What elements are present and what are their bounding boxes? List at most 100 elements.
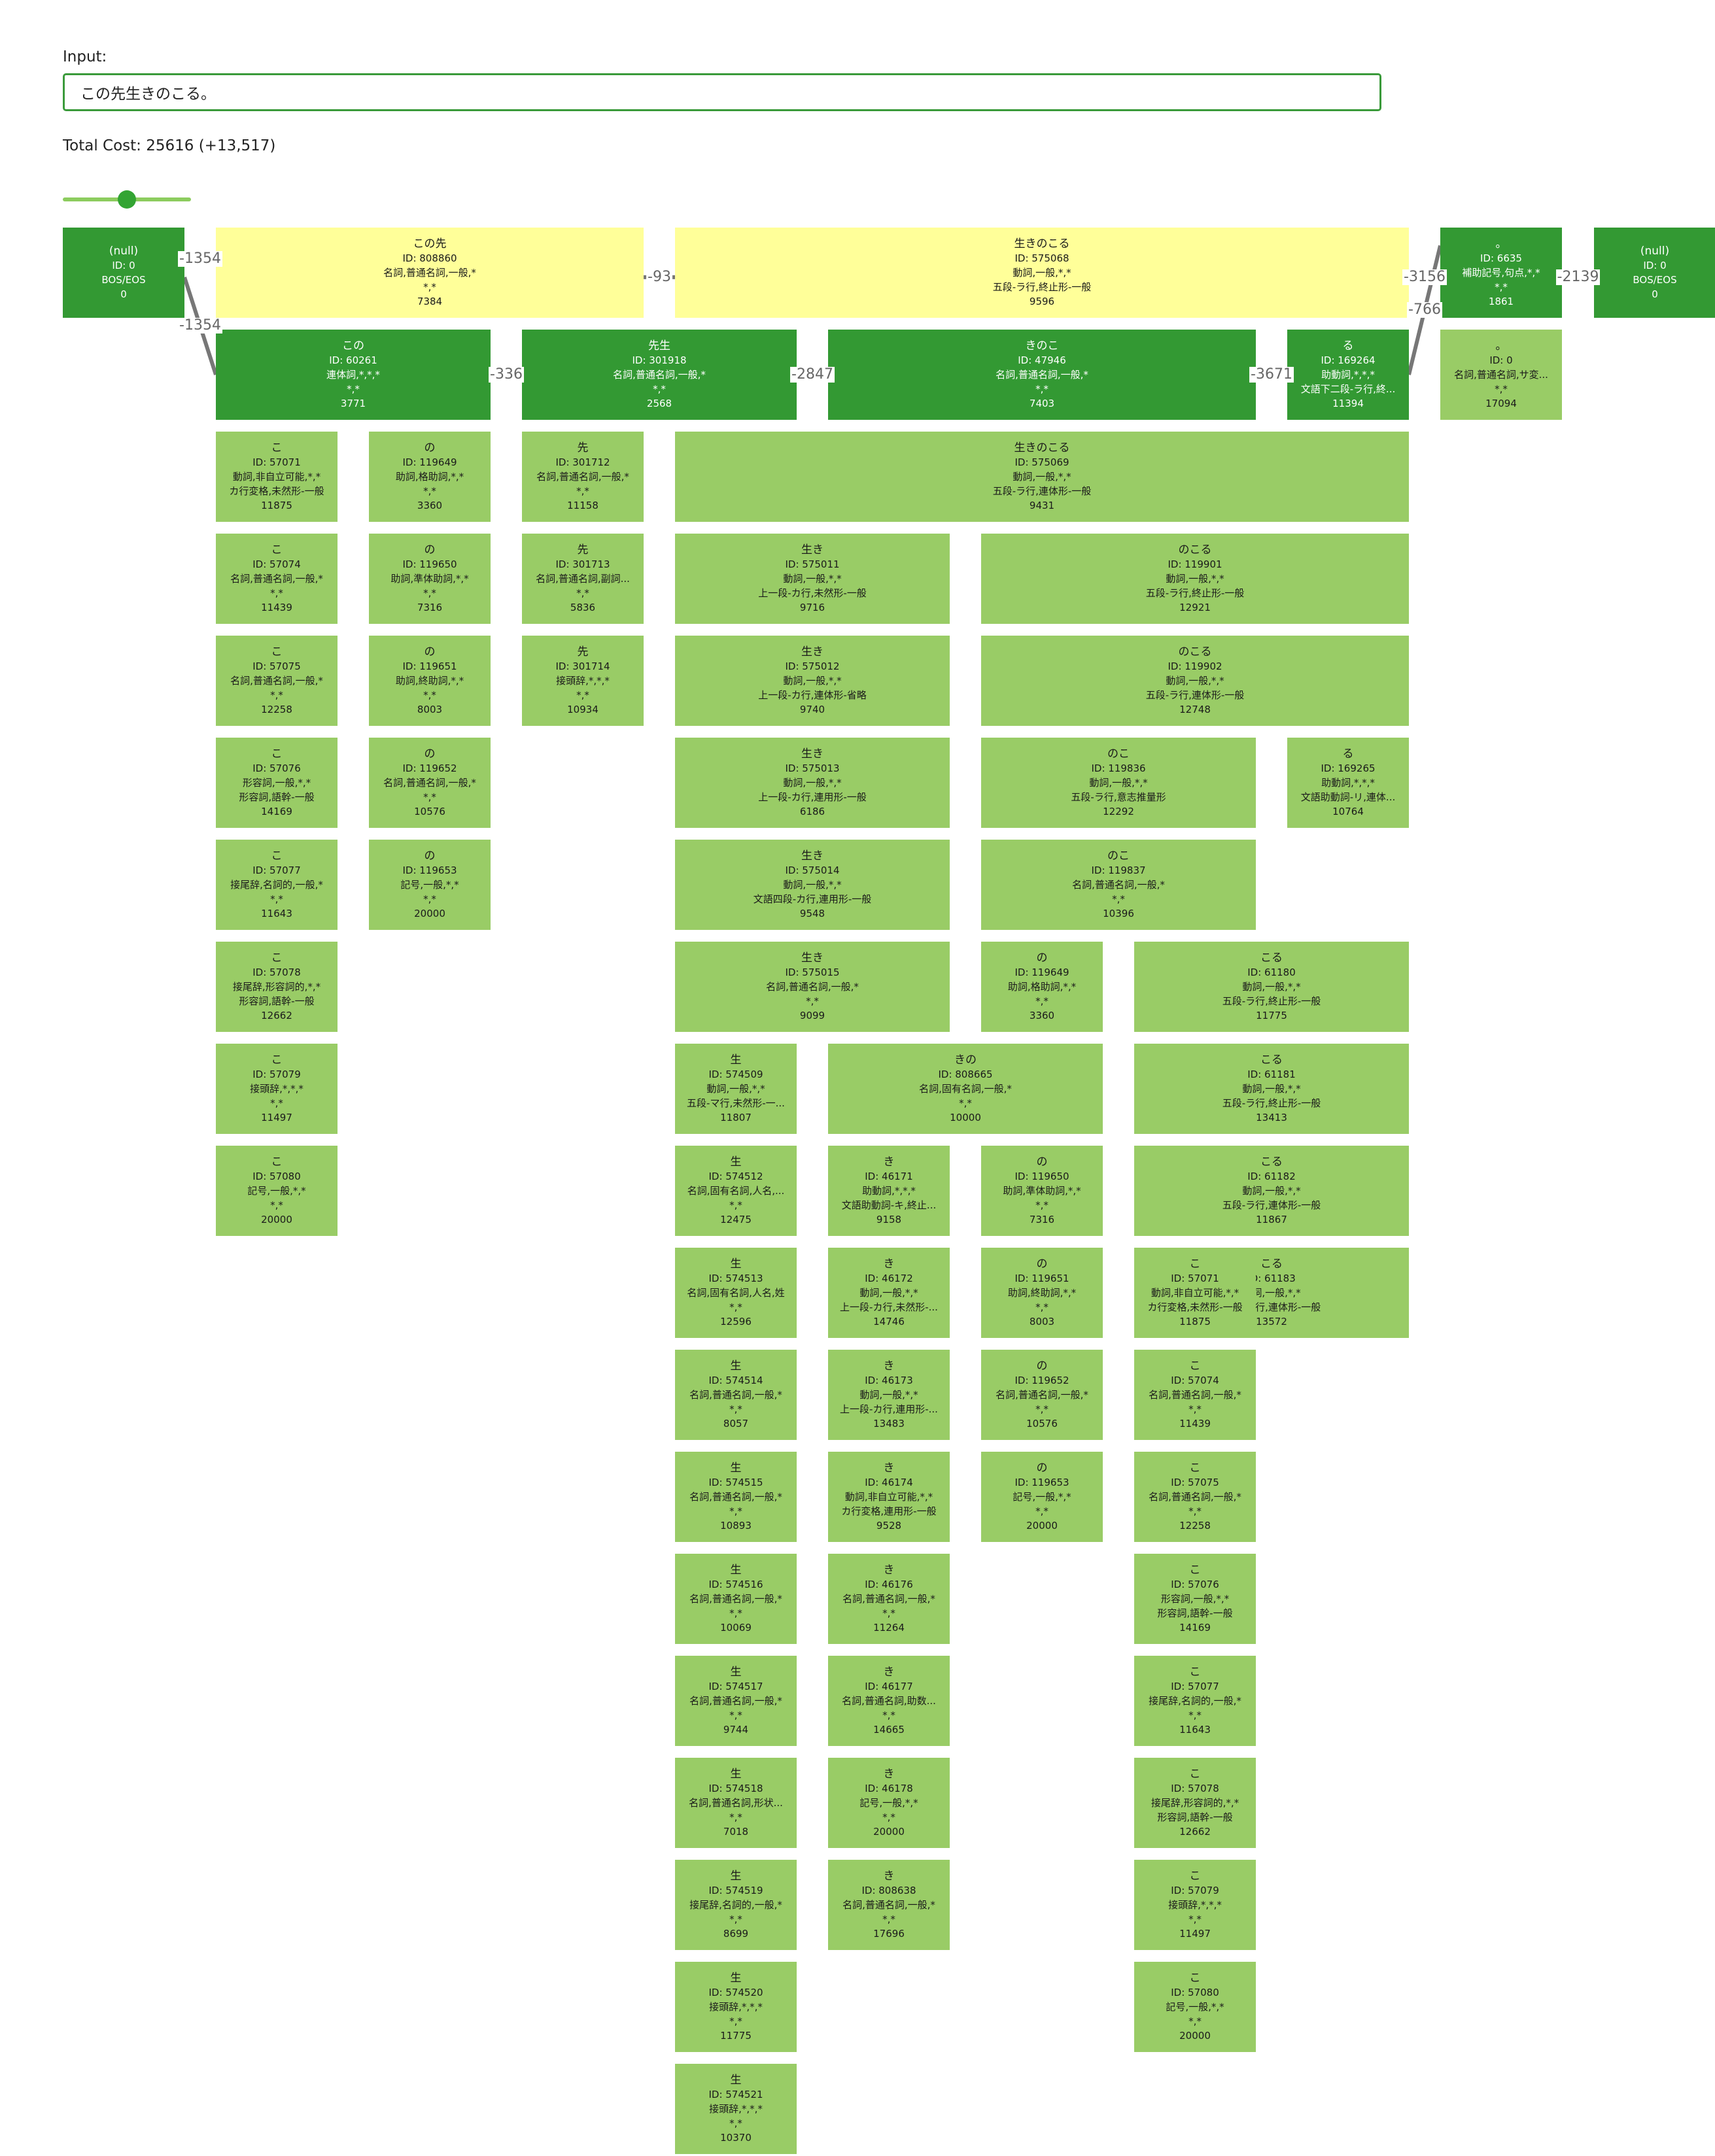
node-extra: *,*: [882, 1709, 895, 1721]
node-cost: 7316: [417, 602, 443, 613]
lattice-node-konosaki[interactable]: この先 ID: 808860 名詞,普通名詞,一般,* *,* 7384: [216, 228, 644, 318]
lattice-node-ki6[interactable]: き ID: 46177 名詞,普通名詞,助数... *,* 14665: [828, 1656, 950, 1746]
lattice-node-kob1[interactable]: こ ID: 57071 動詞,非自立可能,*,* カ行変格,未然形-一般 11875: [1134, 1248, 1256, 1338]
node-surface: こ: [1189, 1462, 1201, 1475]
node-surface: こ: [1189, 1258, 1201, 1271]
lattice-node-nob5[interactable]: の ID: 119653 記号,一般,*,* *,* 20000: [981, 1452, 1103, 1542]
lattice-node-ko7[interactable]: こ ID: 57079 接頭辞,*,*,* *,* 11497: [216, 1044, 338, 1134]
node-surface: 生: [730, 2074, 742, 2087]
lattice-node-ko1[interactable]: こ ID: 57071 動詞,非自立可能,*,* カ行変格,未然形-一般 11875: [216, 432, 338, 522]
lattice-node-sei3[interactable]: 生 ID: 574513 名詞,固有名詞,人名,姓 *,* 12596: [675, 1248, 797, 1338]
lattice-node-ko4[interactable]: こ ID: 57076 形容詞,一般,*,* 形容詞,語幹-一般 14169: [216, 738, 338, 828]
lattice-node-ki5[interactable]: き ID: 46176 名詞,普通名詞,一般,* *,* 11264: [828, 1554, 950, 1644]
lattice-node-ki8[interactable]: き ID: 808638 名詞,普通名詞,一般,* *,* 17696: [828, 1860, 950, 1950]
nbest-slider[interactable]: [63, 190, 191, 209]
lattice-node-iki2[interactable]: 生き ID: 575012 動詞,一般,*,* 上一段-カ行,連体形-省略 9740: [675, 636, 950, 726]
lattice-node-ki2[interactable]: き ID: 46172 動詞,一般,*,* 上一段-カ行,未然形-... 14746: [828, 1248, 950, 1338]
node-cost: 10000: [950, 1112, 981, 1123]
lattice-node-ko6[interactable]: こ ID: 57078 接尾辞,形容詞的,*,* 形容詞,語幹-一般 12662: [216, 942, 338, 1032]
node-extra: *,*: [270, 689, 283, 701]
lattice-node-sei7[interactable]: 生 ID: 574517 名詞,普通名詞,一般,* *,* 9744: [675, 1656, 797, 1746]
node-extra: *,*: [1188, 1913, 1202, 1925]
lattice-node-noko1[interactable]: のこ ID: 119836 動詞,一般,*,* 五段-ラ行,意志推量形 12292: [981, 738, 1256, 828]
lattice-node-ikinokoru_top[interactable]: 生きのこる ID: 575068 動詞,一般,*,* 五段-ラ行,終止形-一般 9596: [675, 228, 1409, 318]
node-id: ID: 119653: [1014, 1477, 1069, 1488]
lattice-node-kono[interactable]: この ID: 60261 連体詞,*,*,* *,* 3771: [216, 330, 491, 420]
lattice-node-ki1[interactable]: き ID: 46171 助動詞,*,*,* 文語助動詞-キ,終止... 9158: [828, 1146, 950, 1236]
lattice-node-ru[interactable]: る ID: 169264 助動詞,*,*,* 文語下二段-ラ行,終... 11394: [1287, 330, 1409, 420]
lattice-node-nob2[interactable]: の ID: 119650 助詞,準体助詞,*,* *,* 7316: [981, 1146, 1103, 1236]
lattice-node-kob4[interactable]: こ ID: 57076 形容詞,一般,*,* 形容詞,語幹-一般 14169: [1134, 1554, 1256, 1644]
lattice-node-saki1[interactable]: 先 ID: 301712 名詞,普通名詞,一般,* *,* 11158: [522, 432, 644, 522]
lattice-node-sei9[interactable]: 生 ID: 574519 接尾辞,名詞的,一般,* *,* 8699: [675, 1860, 797, 1950]
edge-cost-label: -3156: [1402, 268, 1447, 285]
lattice-node-ki4[interactable]: き ID: 46174 動詞,非自立可能,*,* カ行変格,連用形-一般 9528: [828, 1452, 950, 1542]
node-extra: *,*: [576, 587, 589, 599]
sentence-input[interactable]: [63, 73, 1381, 111]
node-pos: 名詞,普通名詞,一般,*: [996, 369, 1088, 381]
lattice-node-period2[interactable]: 。 ID: 0 名詞,普通名詞,サ変... *,* 17094: [1440, 330, 1562, 420]
lattice-node-ki7[interactable]: き ID: 46178 記号,一般,*,* *,* 20000: [828, 1758, 950, 1848]
lattice-node-no5[interactable]: の ID: 119653 記号,一般,*,* *,* 20000: [369, 840, 491, 930]
lattice-node-kino[interactable]: きの ID: 808665 名詞,固有名詞,一般,* *,* 10000: [828, 1044, 1103, 1134]
lattice-node-saki3[interactable]: 先 ID: 301714 接頭辞,*,*,* *,* 10934: [522, 636, 644, 726]
lattice-node-nokoru1[interactable]: のこる ID: 119901 動詞,一般,*,* 五段-ラ行,終止形-一般 12921: [981, 534, 1409, 624]
lattice-node-iki3[interactable]: 生き ID: 575013 動詞,一般,*,* 上一段-カ行,連用形-一般 6186: [675, 738, 950, 828]
lattice-node-noko2[interactable]: のこ ID: 119837 名詞,普通名詞,一般,* *,* 10396: [981, 840, 1256, 930]
node-pos: 動詞,非自立可能,*,*: [232, 471, 321, 483]
slider-handle[interactable]: [118, 190, 136, 209]
lattice-node-sei1[interactable]: 生 ID: 574509 動詞,一般,*,* 五段-マ行,未然形-一... 11807: [675, 1044, 797, 1134]
lattice-node-iki4[interactable]: 生き ID: 575014 動詞,一般,*,* 文語四段-カ行,連用形-一般 9548: [675, 840, 950, 930]
lattice-node-kinoko[interactable]: きのこ ID: 47946 名詞,普通名詞,一般,* *,* 7403: [828, 330, 1256, 420]
node-pos: 助動詞,*,*,*: [1321, 369, 1375, 381]
lattice-node-sei8[interactable]: 生 ID: 574518 名詞,普通名詞,形状... *,* 7018: [675, 1758, 797, 1848]
lattice-node-sei2[interactable]: 生 ID: 574512 名詞,固有名詞,人名,... *,* 12475: [675, 1146, 797, 1236]
lattice-node-no1[interactable]: の ID: 119649 助詞,格助詞,*,* *,* 3360: [369, 432, 491, 522]
lattice-node-koru1[interactable]: こる ID: 61180 動詞,一般,*,* 五段-ラ行,終止形-一般 11775: [1134, 942, 1409, 1032]
lattice-node-sei10[interactable]: 生 ID: 574520 接頭辞,*,*,* *,* 11775: [675, 1962, 797, 2052]
node-cost: 7403: [1029, 398, 1055, 409]
lattice-node-no4[interactable]: の ID: 119652 名詞,普通名詞,一般,* *,* 10576: [369, 738, 491, 828]
node-surface: こ: [271, 645, 283, 659]
lattice-node-ko2[interactable]: こ ID: 57074 名詞,普通名詞,一般,* *,* 11439: [216, 534, 338, 624]
lattice-node-sei6[interactable]: 生 ID: 574516 名詞,普通名詞,一般,* *,* 10069: [675, 1554, 797, 1644]
lattice-node-nokoru2[interactable]: のこる ID: 119902 動詞,一般,*,* 五段-ラ行,連体形-一般 12748: [981, 636, 1409, 726]
lattice-node-eos[interactable]: (null) ID: 0 BOS/EOS 0: [1594, 228, 1715, 318]
lattice-node-kob7[interactable]: こ ID: 57079 接頭辞,*,*,* *,* 11497: [1134, 1860, 1256, 1950]
lattice-node-koru3[interactable]: こる ID: 61182 動詞,一般,*,* 五段-ラ行,連体形-一般 11867: [1134, 1146, 1409, 1236]
lattice-node-no2[interactable]: の ID: 119650 助詞,準体助詞,*,* *,* 7316: [369, 534, 491, 624]
lattice-node-sei5[interactable]: 生 ID: 574515 名詞,普通名詞,一般,* *,* 10893: [675, 1452, 797, 1542]
lattice-node-ru2[interactable]: る ID: 169265 助動詞,*,*,* 文語助動詞-リ,連体... 10764: [1287, 738, 1409, 828]
node-pos: BOS/EOS: [1633, 274, 1677, 286]
node-id: ID: 574519: [708, 1885, 763, 1896]
node-cost: 11439: [261, 602, 292, 613]
lattice-node-kob3[interactable]: こ ID: 57075 名詞,普通名詞,一般,* *,* 12258: [1134, 1452, 1256, 1542]
lattice-node-saki2[interactable]: 先 ID: 301713 名詞,普通名詞,副詞... *,* 5836: [522, 534, 644, 624]
lattice-node-period[interactable]: 。 ID: 6635 補助記号,句点,*,* *,* 1861: [1440, 228, 1562, 318]
lattice-node-ko5[interactable]: こ ID: 57077 接尾辞,名詞的,一般,* *,* 11643: [216, 840, 338, 930]
lattice-node-nob1[interactable]: の ID: 119649 助詞,格助詞,*,* *,* 3360: [981, 942, 1103, 1032]
lattice-node-kob5[interactable]: こ ID: 57077 接尾辞,名詞的,一般,* *,* 11643: [1134, 1656, 1256, 1746]
lattice-node-iki5[interactable]: 生き ID: 575015 名詞,普通名詞,一般,* *,* 9099: [675, 942, 950, 1032]
lattice-node-iki1[interactable]: 生き ID: 575011 動詞,一般,*,* 上一段-カ行,未然形-一般 9716: [675, 534, 950, 624]
lattice-node-sensei[interactable]: 先生 ID: 301918 名詞,普通名詞,一般,* *,* 2568: [522, 330, 797, 420]
lattice-node-kob6[interactable]: こ ID: 57078 接尾辞,形容詞的,*,* 形容詞,語幹-一般 12662: [1134, 1758, 1256, 1848]
lattice-node-ko3[interactable]: こ ID: 57075 名詞,普通名詞,一般,* *,* 12258: [216, 636, 338, 726]
lattice-node-sei4[interactable]: 生 ID: 574514 名詞,普通名詞,一般,* *,* 8057: [675, 1350, 797, 1440]
lattice-node-ikinokoru2[interactable]: 生きのこる ID: 575069 動詞,一般,*,* 五段-ラ行,連体形-一般 9431: [675, 432, 1409, 522]
lattice-node-ki3[interactable]: き ID: 46173 動詞,一般,*,* 上一段-カ行,連用形-... 13483: [828, 1350, 950, 1440]
node-surface: こ: [271, 441, 283, 454]
node-pos: 動詞,一般,*,*: [1242, 1185, 1301, 1197]
lattice-node-bos[interactable]: (null) ID: 0 BOS/EOS 0: [63, 228, 184, 318]
lattice-node-sei11[interactable]: 生 ID: 574521 接頭辞,*,*,* *,* 10370: [675, 2064, 797, 2154]
node-id: ID: 0: [112, 260, 135, 271]
node-id: ID: 119651: [402, 660, 457, 672]
lattice-node-no3[interactable]: の ID: 119651 助詞,終助詞,*,* *,* 8003: [369, 636, 491, 726]
lattice-node-ko8[interactable]: こ ID: 57080 記号,一般,*,* *,* 20000: [216, 1146, 338, 1236]
lattice-node-kob2[interactable]: こ ID: 57074 名詞,普通名詞,一般,* *,* 11439: [1134, 1350, 1256, 1440]
lattice-node-kob8[interactable]: こ ID: 57080 記号,一般,*,* *,* 20000: [1134, 1962, 1256, 2052]
lattice-node-koru2[interactable]: こる ID: 61181 動詞,一般,*,* 五段-ラ行,終止形-一般 13413: [1134, 1044, 1409, 1134]
lattice-node-nob4[interactable]: の ID: 119652 名詞,普通名詞,一般,* *,* 10576: [981, 1350, 1103, 1440]
lattice-node-nob3[interactable]: の ID: 119651 助詞,終助詞,*,* *,* 8003: [981, 1248, 1103, 1338]
node-id: ID: 119653: [402, 864, 457, 876]
